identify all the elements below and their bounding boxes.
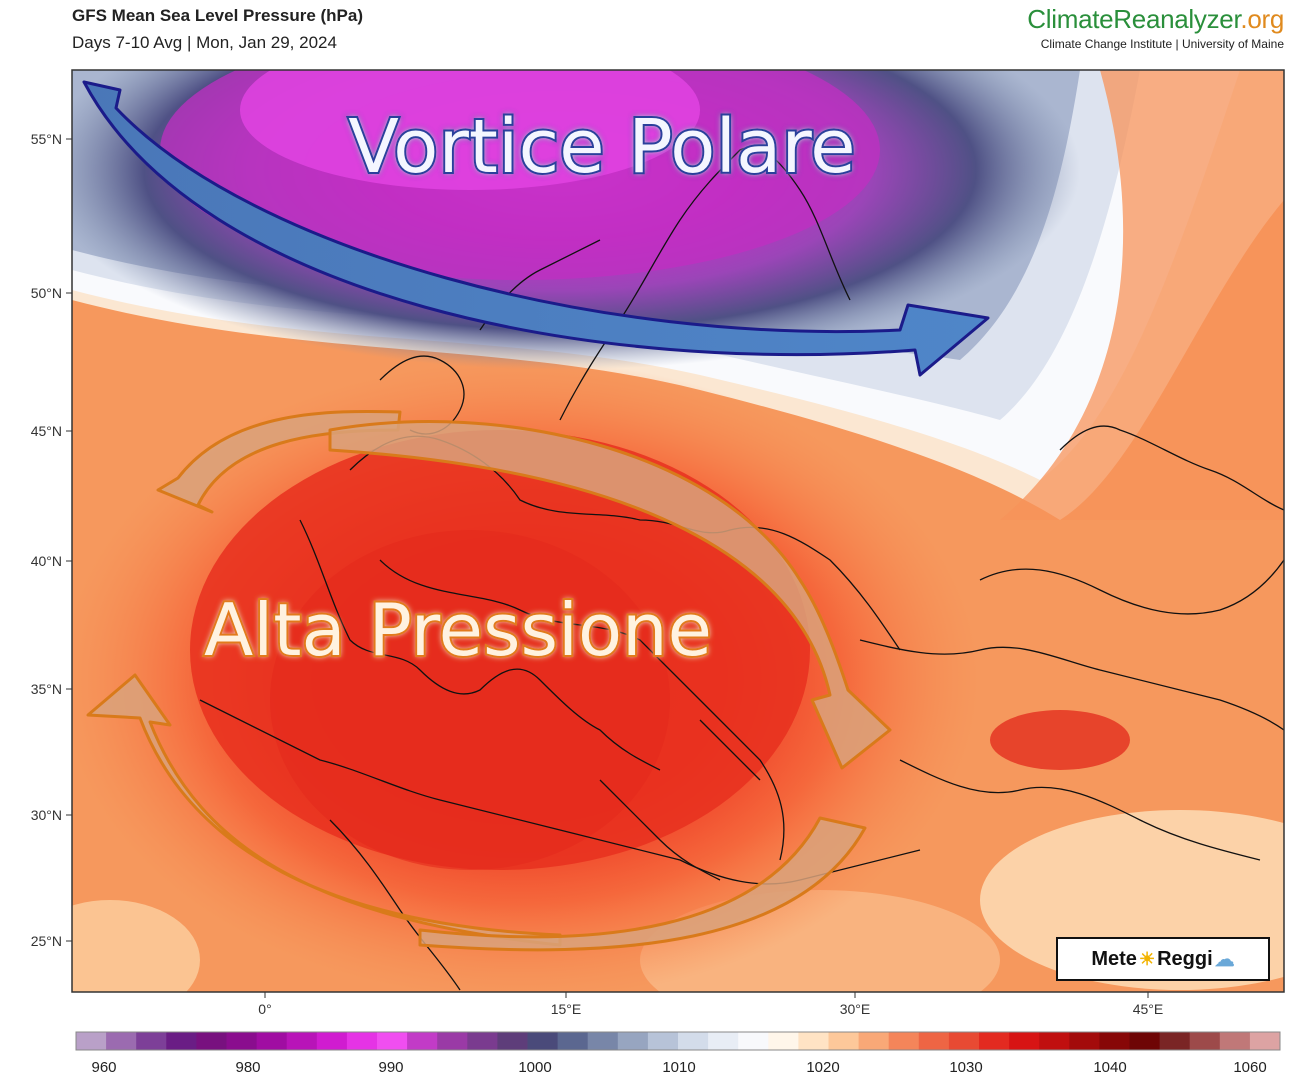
lon-label: 0°: [258, 1001, 271, 1017]
colorbar-label: 1060: [1233, 1059, 1266, 1076]
colorbar-swatch: [377, 1032, 408, 1050]
colorbar-label: 1030: [949, 1059, 982, 1076]
colorbar-swatch: [858, 1032, 890, 1050]
colorbar-swatch: [286, 1032, 318, 1050]
colorbar-swatch: [256, 1032, 288, 1050]
map-frame: [71, 69, 1285, 993]
colorbar-swatch: [888, 1032, 920, 1050]
brand-block: ClimateReanalyzer.org Climate Change Ins…: [1027, 4, 1284, 51]
colorbar-swatch: [76, 1032, 107, 1050]
lat-label: 50°N: [31, 285, 62, 301]
colorbar-swatch: [1219, 1032, 1251, 1050]
colorbar-swatch: [437, 1032, 468, 1050]
arrow-top-right: [328, 420, 892, 770]
vortex-arrow: [82, 80, 990, 377]
colorbar-swatch: [196, 1032, 227, 1050]
colorbar-swatch: [346, 1032, 378, 1050]
colorbar-swatch: [1069, 1032, 1100, 1050]
colorbar-swatch: [136, 1032, 167, 1050]
brand-domain: .org: [1240, 4, 1284, 34]
colorbar-swatch: [617, 1032, 649, 1050]
colorbar-labels: 960 980 990 1000 1010 1020 1030 1040 106…: [91, 1059, 1266, 1076]
cloud-icon: ☁: [1214, 948, 1235, 971]
lat-label: 40°N: [31, 553, 62, 569]
colorbar-label: 1020: [806, 1059, 839, 1076]
colorbar-swatch: [918, 1032, 950, 1050]
colorbar-swatch: [979, 1032, 1010, 1050]
lon-axis: 0° 15°E 30°E 45°E: [258, 992, 1163, 1017]
brand-logo[interactable]: ClimateReanalyzer.org: [1027, 4, 1284, 35]
colorbar: [75, 1031, 1281, 1051]
colorbar-label: 1010: [662, 1059, 695, 1076]
colorbar-swatch: [798, 1032, 829, 1050]
badge-text-b: Reggi: [1157, 947, 1213, 970]
lon-label: 45°E: [1133, 1001, 1164, 1017]
lon-label: 15°E: [551, 1001, 582, 1017]
lat-label: 25°N: [31, 933, 62, 949]
colorbar-label: 960: [91, 1059, 116, 1076]
high-circulation-arrows: [86, 409, 892, 952]
colorbar-swatch: [1009, 1032, 1040, 1050]
badge-text-a: Mete: [1091, 947, 1137, 970]
colorbar-swatch: [106, 1032, 137, 1050]
lat-label: 35°N: [31, 681, 62, 697]
colorbar-swatch: [828, 1032, 860, 1050]
colorbar-swatch: [497, 1032, 528, 1050]
colorbar-swatch: [1039, 1032, 1070, 1050]
colorbar-swatch: [647, 1032, 679, 1050]
colorbar-label: 1000: [518, 1059, 551, 1076]
colorbar-border: [75, 1031, 1281, 1051]
meteo-reggio-badge[interactable]: Mete ☀ Reggi ☁: [1056, 937, 1270, 981]
polar-vortex-label: Vortice Polare: [348, 104, 855, 190]
colorbar-swatch: [316, 1032, 348, 1050]
colorbar-swatch: [527, 1032, 559, 1050]
brand-name: ClimateReanalyzer: [1027, 4, 1241, 34]
high-pressure-label: Alta Pressione: [204, 588, 712, 672]
chart-subtitle: Days 7-10 Avg | Mon, Jan 29, 2024: [72, 33, 337, 52]
brand-institution: Climate Change Institute | University of…: [1040, 37, 1284, 51]
lat-label: 45°N: [31, 423, 62, 439]
colorbar-swatch: [738, 1032, 769, 1050]
colorbar-swatch: [1099, 1032, 1130, 1050]
sun-icon: ☀: [1138, 948, 1156, 969]
colorbar-label: 980: [235, 1059, 260, 1076]
colorbar-swatch: [1249, 1032, 1281, 1050]
colorbar-swatch: [1189, 1032, 1221, 1050]
colorbar-swatch: [166, 1032, 197, 1050]
chart-title: GFS Mean Sea Level Pressure (hPa): [72, 6, 364, 25]
colorbar-swatch: [768, 1032, 799, 1050]
colorbar-swatch: [678, 1032, 709, 1050]
lat-label: 30°N: [31, 807, 62, 823]
colorbar-swatch: [948, 1032, 980, 1050]
colorbar-swatch: [226, 1032, 258, 1050]
colorbar-swatch: [467, 1032, 498, 1050]
colorbar-swatch: [407, 1032, 438, 1050]
colorbar-swatch: [1159, 1032, 1191, 1050]
colorbar-label: 990: [378, 1059, 403, 1076]
colorbar-swatch: [1129, 1032, 1161, 1050]
colorbar-label: 1040: [1093, 1059, 1126, 1076]
colorbar-swatch: [557, 1032, 589, 1050]
lon-label: 30°E: [840, 1001, 871, 1017]
colorbar-swatch: [708, 1032, 739, 1050]
lat-axis: 55°N 50°N 45°N 40°N 35°N 30°N 25°N: [31, 131, 72, 949]
lat-label: 55°N: [31, 131, 62, 147]
colorbar-swatch: [587, 1032, 619, 1050]
arrow-bottom-right: [418, 816, 867, 952]
